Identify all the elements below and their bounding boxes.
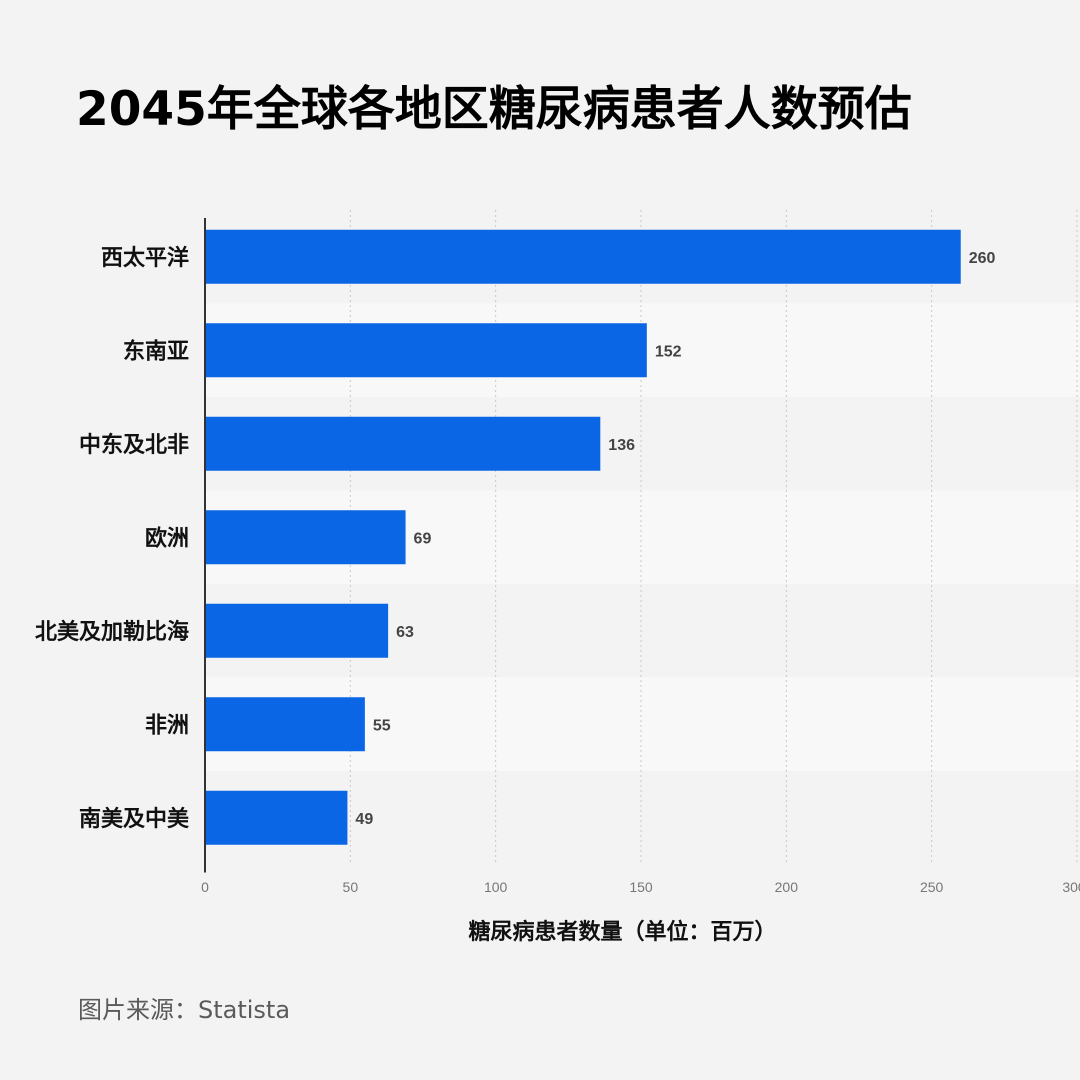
category-label: 东南亚 bbox=[123, 338, 189, 364]
category-label: 南美及中美 bbox=[79, 806, 190, 832]
category-label: 欧洲 bbox=[145, 525, 189, 551]
x-tick-label: 200 bbox=[775, 879, 799, 895]
x-tick-label: 0 bbox=[201, 879, 209, 895]
category-label: 非洲 bbox=[145, 713, 189, 738]
bar bbox=[205, 229, 961, 284]
bar bbox=[205, 603, 389, 658]
category-label: 西太平洋 bbox=[101, 245, 189, 271]
bar bbox=[205, 510, 406, 565]
source-note: 图片来源：Statista bbox=[78, 996, 291, 1024]
x-tick-label: 150 bbox=[629, 879, 653, 895]
x-tick-label: 100 bbox=[484, 879, 508, 895]
data-label: 63 bbox=[396, 624, 414, 641]
data-label: 152 bbox=[655, 343, 682, 360]
bar bbox=[205, 697, 365, 752]
data-label: 49 bbox=[355, 811, 373, 828]
x-axis-title: 糖尿病患者数量（单位：百万） bbox=[468, 919, 776, 945]
bar bbox=[205, 790, 348, 845]
data-label: 55 bbox=[373, 717, 391, 734]
data-label: 136 bbox=[608, 437, 635, 454]
data-label: 260 bbox=[969, 250, 996, 267]
x-tick-label: 300 bbox=[1062, 879, 1080, 895]
data-label: 69 bbox=[414, 530, 432, 547]
bar bbox=[205, 323, 647, 378]
category-label: 中东及北非 bbox=[79, 432, 189, 458]
chart-title: 2045年全球各地区糖尿病患者人数预估 bbox=[76, 82, 912, 137]
category-label: 北美及加勒比海 bbox=[35, 619, 189, 645]
x-tick-label: 50 bbox=[343, 879, 359, 895]
bar bbox=[205, 416, 601, 471]
x-tick-label: 250 bbox=[920, 879, 944, 895]
